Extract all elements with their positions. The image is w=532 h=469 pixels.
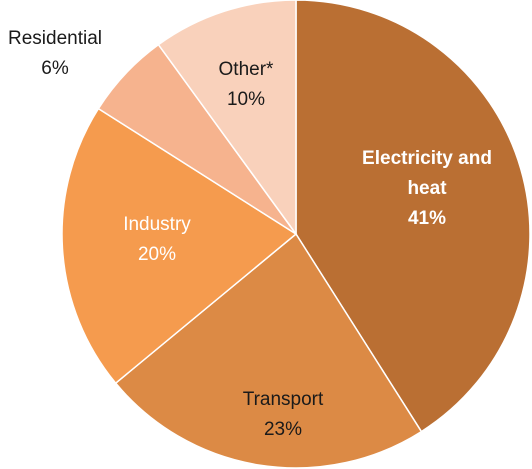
slice-category-label: Transport (243, 389, 324, 410)
slice-label-0: Electricity and heat 41% (362, 148, 492, 229)
slice-label-2: Industry 20% (123, 214, 191, 265)
slice-category-label: Electricity and (362, 148, 492, 169)
slice-label-4: Other* 10% (219, 59, 275, 110)
pie-slice-electricity-and-heat (295, 0, 531, 433)
slice-label-1: Transport 23% (243, 389, 324, 440)
slice-value-label: 6% (41, 58, 69, 79)
pie-slice-other (157, 0, 297, 237)
slice-category-label: heat (407, 178, 447, 199)
slice-value-label: 20% (138, 244, 176, 265)
pie-slice-industry (61, 107, 298, 385)
slice-category-label: Other* (219, 59, 275, 80)
pie-slices (61, 0, 531, 469)
slice-labels: Electricity and heat 41% Transport 23% Indust… (8, 28, 492, 440)
slice-category-label: Residential (8, 28, 102, 49)
slice-value-label: 41% (408, 208, 446, 229)
slice-label-3: Residential 6% (8, 28, 102, 79)
slice-category-label: Industry (123, 214, 191, 235)
pie-slice-transport (114, 232, 423, 469)
slice-value-label: 10% (227, 89, 265, 110)
slice-value-label: 23% (264, 419, 302, 440)
